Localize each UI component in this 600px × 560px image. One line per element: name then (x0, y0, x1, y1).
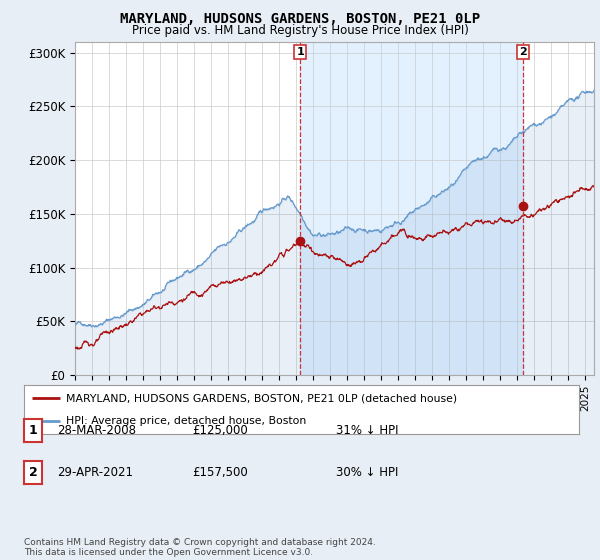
Text: MARYLAND, HUDSONS GARDENS, BOSTON, PE21 0LP (detached house): MARYLAND, HUDSONS GARDENS, BOSTON, PE21 … (65, 393, 457, 403)
Text: 2: 2 (519, 47, 527, 57)
Text: MARYLAND, HUDSONS GARDENS, BOSTON, PE21 0LP: MARYLAND, HUDSONS GARDENS, BOSTON, PE21 … (120, 12, 480, 26)
Text: 28-MAR-2008: 28-MAR-2008 (57, 424, 136, 437)
Text: 31% ↓ HPI: 31% ↓ HPI (336, 424, 398, 437)
Text: 29-APR-2021: 29-APR-2021 (57, 466, 133, 479)
Text: 30% ↓ HPI: 30% ↓ HPI (336, 466, 398, 479)
Text: £125,000: £125,000 (192, 424, 248, 437)
Bar (300, 42, 523, 375)
Text: HPI: Average price, detached house, Boston: HPI: Average price, detached house, Bost… (65, 416, 306, 426)
Text: £157,500: £157,500 (192, 466, 248, 479)
Text: 1: 1 (296, 47, 304, 57)
Text: Price paid vs. HM Land Registry's House Price Index (HPI): Price paid vs. HM Land Registry's House … (131, 24, 469, 37)
Text: 1: 1 (29, 424, 37, 437)
Text: 2: 2 (29, 466, 37, 479)
Text: Contains HM Land Registry data © Crown copyright and database right 2024.
This d: Contains HM Land Registry data © Crown c… (24, 538, 376, 557)
